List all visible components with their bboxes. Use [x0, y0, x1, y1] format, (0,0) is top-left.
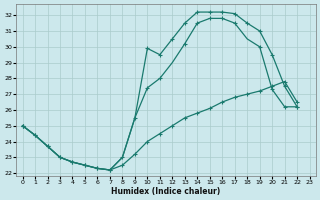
- X-axis label: Humidex (Indice chaleur): Humidex (Indice chaleur): [111, 187, 221, 196]
